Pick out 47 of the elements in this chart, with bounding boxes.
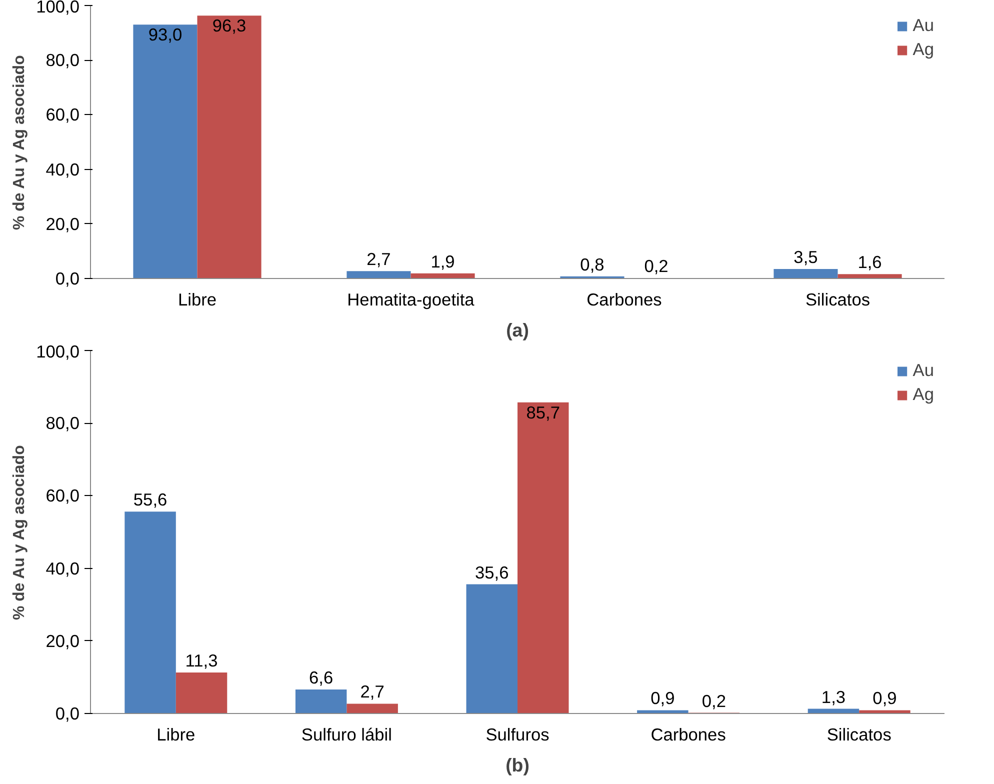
data-label: 0,8 [580, 254, 604, 274]
data-label: 93,0 [148, 24, 182, 45]
data-label: 1,6 [858, 252, 882, 272]
x-tick-label: Sulfuro lábil [301, 724, 392, 744]
y-tick-label: 40,0 [46, 159, 80, 180]
y-tick-label: 0,0 [55, 704, 80, 724]
data-label: 0,9 [872, 688, 897, 708]
text: (b) [506, 754, 530, 776]
data-label: 1,9 [430, 251, 455, 272]
y-tick-label: 20,0 [46, 214, 80, 234]
legend-label: Au [912, 15, 934, 36]
x-tick-label: Carbones [586, 290, 662, 310]
legend-label: Ag [912, 384, 934, 405]
x-tick-label: Sulfuros [486, 724, 550, 744]
y-tick-label: 60,0 [46, 486, 80, 506]
data-label: 96,3 [212, 16, 246, 36]
y-tick-label: 20,0 [46, 630, 80, 651]
data-label: 3,5 [794, 246, 818, 267]
data-label: 0,2 [702, 690, 726, 711]
data-label: 6,6 [309, 668, 334, 688]
y-tick-label: 80,0 [46, 50, 80, 70]
data-label: 55,6 [133, 490, 168, 510]
y-axis-title: % de Au y Ag asociado [11, 54, 28, 230]
y-tick-label: 100,0 [36, 342, 80, 362]
y-tick-label: 0,0 [55, 268, 80, 288]
legend-label: Au [912, 360, 934, 381]
data-label: 11,3 [185, 650, 218, 670]
x-tick-label: Hematita-goetita [347, 290, 475, 310]
x-tick-label: Libre [178, 290, 217, 310]
data-label: 0,9 [650, 688, 675, 708]
y-tick-label: 80,0 [46, 413, 80, 434]
data-label: 2,7 [366, 249, 391, 270]
y-tick-label: 60,0 [46, 104, 80, 125]
x-tick-label: Libre [156, 724, 196, 744]
data-label: 85,7 [526, 402, 560, 422]
data-label: 2,7 [360, 682, 384, 702]
y-axis-title: % de Au y Ag asociado [11, 444, 28, 620]
data-label: 0,2 [644, 256, 668, 276]
y-tick-label: 100,0 [36, 0, 80, 16]
data-label: 35,6 [475, 562, 509, 582]
x-tick-label: Silicatos [805, 290, 870, 310]
data-label: 1,3 [821, 686, 846, 707]
legend-label: Ag [912, 39, 934, 60]
x-tick-label: Carbones [650, 724, 726, 744]
text: (a) [506, 320, 529, 340]
y-tick-label: 40,0 [46, 558, 80, 578]
x-tick-label: Silicatos [826, 724, 892, 744]
